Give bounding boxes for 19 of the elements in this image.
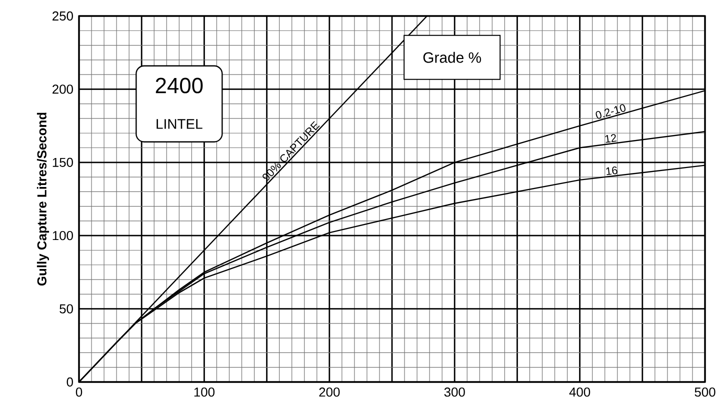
text: 16 [606,166,618,176]
text: 12 [605,134,617,143]
x-tick-label: 0 [76,388,82,397]
annotation: LINTEL [156,119,202,129]
x-tick-label: 200 [319,388,340,397]
text: 0.2-10 [596,104,626,119]
legend-title: Grade % [423,52,482,63]
annotation: 2400 [156,78,203,94]
y-tick-label: 150 [52,158,73,167]
x-tick-label: 300 [444,388,465,397]
x-tick-label: 500 [694,388,716,397]
x-tick-label: 100 [194,388,215,397]
y-tick-label: 200 [52,84,73,94]
y-tick-label: 100 [52,231,73,240]
y-tick-label: 0 [66,377,73,387]
y-tick-label: 50 [60,304,73,314]
y-axis-title: Gully Capture Litres/Second [36,112,50,286]
x-tick-label: 400 [569,388,590,397]
y-tick-label: 250 [52,11,73,21]
